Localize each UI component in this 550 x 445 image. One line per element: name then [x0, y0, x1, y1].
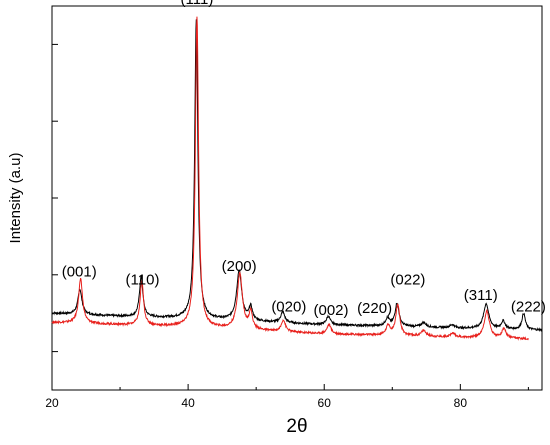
series-line-1 [51, 19, 543, 333]
y-axis-title: Intensity (a.u) [7, 153, 24, 244]
peak-label: (311) [464, 287, 498, 304]
peak-label: (001) [62, 264, 97, 281]
peak-label: (220) [357, 300, 392, 317]
x-tick-label: 80 [454, 396, 468, 410]
series-layer [51, 16, 543, 341]
peak-label: (020) [271, 298, 306, 315]
peak-label: (111) [181, 0, 214, 8]
x-axis-title: 2θ [286, 416, 307, 437]
x-tick-label: 40 [181, 396, 195, 410]
peak-label: (110) [126, 271, 160, 288]
x-tick-label: 60 [318, 396, 332, 410]
peak-label: (200) [222, 258, 257, 275]
peak-annotations: (001) (110) (111) (200) (020) (002) (220) (022)… [62, 0, 546, 319]
y-axis-ticks [52, 43, 58, 353]
series-line-2 [51, 16, 529, 341]
x-tick-label: 20 [45, 396, 59, 410]
x-axis-ticks: 20 40 60 80 [45, 384, 529, 410]
peak-label: (002) [314, 302, 349, 319]
peak-label: (022) [390, 271, 425, 288]
peak-label: (222) [511, 298, 546, 315]
